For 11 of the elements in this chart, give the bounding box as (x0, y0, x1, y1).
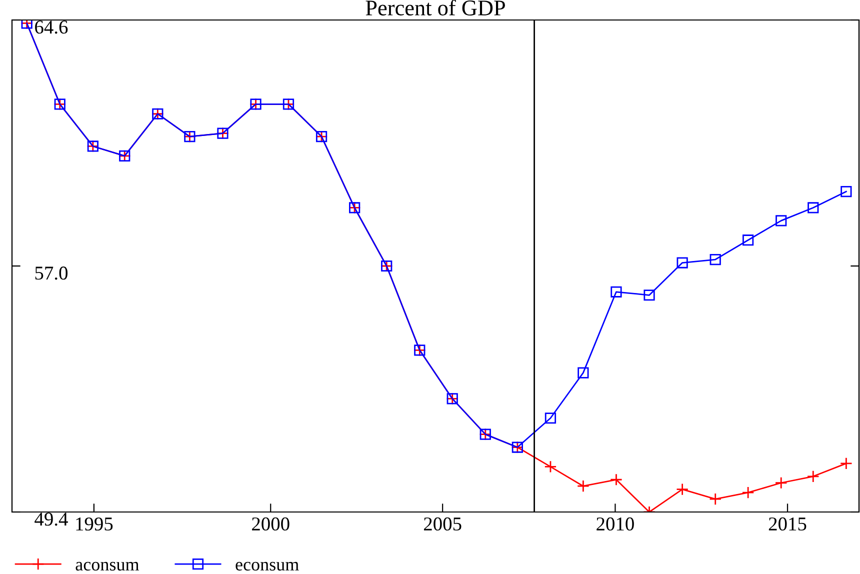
y-tick-label: 57.0 (35, 266, 68, 280)
x-tick-label: 2000 (252, 517, 290, 531)
x-tick-label: 2015 (768, 517, 806, 531)
legend-label: aconsum (76, 562, 140, 571)
x-tick-label: 2005 (424, 517, 462, 531)
y-tick-label: 49.4 (34, 512, 68, 526)
y-tick-label: 64.6 (35, 20, 68, 34)
chart-title: Percent of GDP (366, 0, 505, 16)
x-tick-label: 1995 (76, 517, 113, 531)
legend-label: econsum (236, 562, 299, 571)
x-tick-label: 2010 (596, 517, 634, 531)
